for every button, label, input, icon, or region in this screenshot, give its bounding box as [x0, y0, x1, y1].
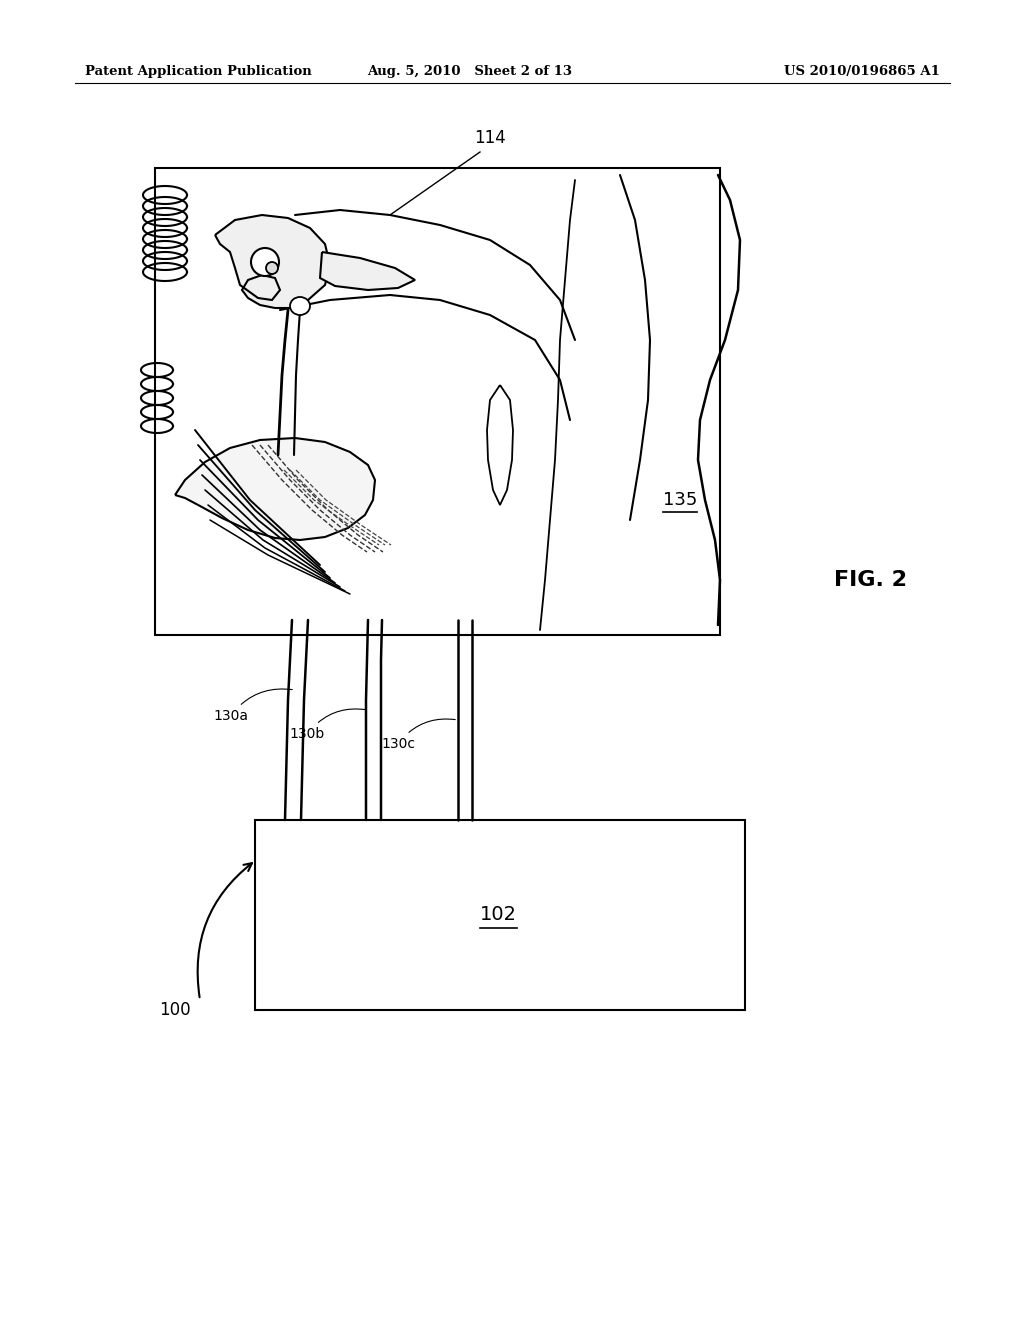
Text: 100: 100: [159, 1001, 190, 1019]
Bar: [155, 168, 720, 635]
Text: Patent Application Publication: Patent Application Publication: [85, 66, 311, 78]
Text: 130c: 130c: [381, 719, 456, 751]
Text: FIG. 2: FIG. 2: [834, 570, 906, 590]
Text: 135: 135: [663, 491, 697, 510]
Bar: [255, 820, 745, 1010]
Text: US 2010/0196865 A1: US 2010/0196865 A1: [784, 66, 940, 78]
Text: Aug. 5, 2010   Sheet 2 of 13: Aug. 5, 2010 Sheet 2 of 13: [368, 66, 572, 78]
Text: 102: 102: [479, 906, 516, 924]
PathPatch shape: [215, 215, 330, 308]
Ellipse shape: [290, 297, 310, 315]
Text: 130b: 130b: [290, 709, 366, 741]
Ellipse shape: [266, 261, 278, 275]
PathPatch shape: [175, 438, 375, 540]
Text: 130a: 130a: [213, 689, 292, 723]
Ellipse shape: [251, 248, 279, 276]
PathPatch shape: [319, 252, 415, 290]
Text: 114: 114: [474, 129, 506, 147]
